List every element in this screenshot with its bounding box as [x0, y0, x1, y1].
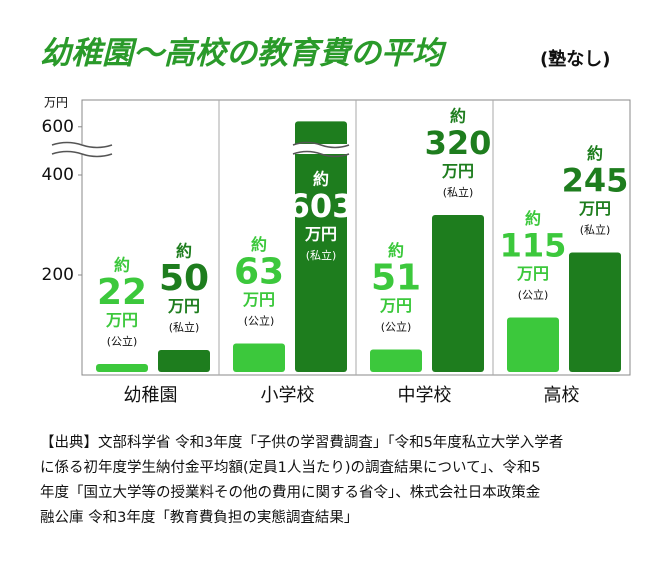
value-unit: 万円	[304, 225, 337, 244]
value-prefix: 約	[313, 170, 329, 189]
value-unit: 万円	[242, 290, 275, 309]
bar	[96, 364, 148, 372]
value-prefix: 約	[251, 235, 267, 254]
bar	[295, 121, 347, 372]
y-unit: 万円	[44, 96, 68, 110]
value-prefix: 約	[450, 107, 466, 126]
value-label: 603	[288, 187, 355, 225]
x-tick-label: 幼稚園	[124, 385, 178, 406]
x-tick-label: 小学校	[261, 385, 315, 406]
value-label: 51	[371, 258, 421, 299]
series-label: (私立)	[443, 185, 474, 199]
bar	[233, 343, 285, 372]
x-tick-label: 高校	[544, 385, 580, 406]
source-note: 年度「国立大学等の授業料その他の費用に関する省令」、株式会社日本政策金	[40, 483, 541, 501]
value-unit: 万円	[516, 264, 549, 283]
series-label: (公立)	[244, 314, 275, 328]
axis-break-line	[51, 150, 113, 158]
value-label: 63	[234, 252, 284, 293]
value-prefix: 約	[587, 144, 603, 163]
value-unit: 万円	[379, 296, 412, 315]
series-label: (私立)	[306, 248, 337, 262]
series-label: (公立)	[381, 320, 412, 334]
value-prefix: 約	[114, 256, 130, 275]
axis-break-line	[292, 141, 350, 149]
value-unit: 万円	[578, 199, 611, 218]
x-tick-label: 中学校	[398, 385, 452, 406]
value-prefix: 約	[525, 209, 541, 228]
source-note: に係る初年度学生納付金平均額(定員1人当たり)の調査結果について」、令和5	[40, 459, 541, 476]
series-label: (私立)	[169, 320, 200, 334]
value-label: 115	[500, 227, 567, 265]
bar	[370, 349, 422, 372]
source-note: 【出典】文部科学省 令和3年度「子供の学習費調査」「令和5年度私立大学入学者	[40, 434, 563, 451]
axis-break	[52, 144, 112, 154]
y-tick-label: 400	[42, 165, 74, 185]
bar	[158, 350, 210, 372]
series-label: (公立)	[518, 288, 549, 302]
value-unit: 万円	[441, 162, 474, 181]
value-unit: 万円	[105, 311, 138, 330]
chart-title: 幼稚園〜高校の教育費の平均	[40, 36, 447, 72]
bar	[432, 215, 484, 372]
bar	[507, 317, 559, 372]
axis-break-line	[292, 150, 350, 158]
value-prefix: 約	[388, 241, 404, 260]
value-prefix: 約	[176, 242, 192, 261]
value-unit: 万円	[167, 297, 200, 316]
value-label: 320	[425, 124, 492, 162]
y-tick-label: 600	[42, 117, 74, 137]
source-note: 融公庫 令和3年度「教育費負担の実態調査結果」	[40, 509, 358, 526]
value-label: 22	[97, 272, 147, 313]
axis-break	[293, 144, 349, 154]
series-label: (私立)	[580, 223, 611, 237]
chart-subtitle: (塾なし)	[540, 48, 610, 70]
value-label: 245	[562, 162, 629, 200]
bar	[569, 252, 621, 372]
axis-break-line	[51, 141, 113, 149]
series-label: (公立)	[107, 334, 138, 348]
y-tick-label: 200	[42, 265, 74, 285]
value-label: 50	[159, 258, 209, 299]
